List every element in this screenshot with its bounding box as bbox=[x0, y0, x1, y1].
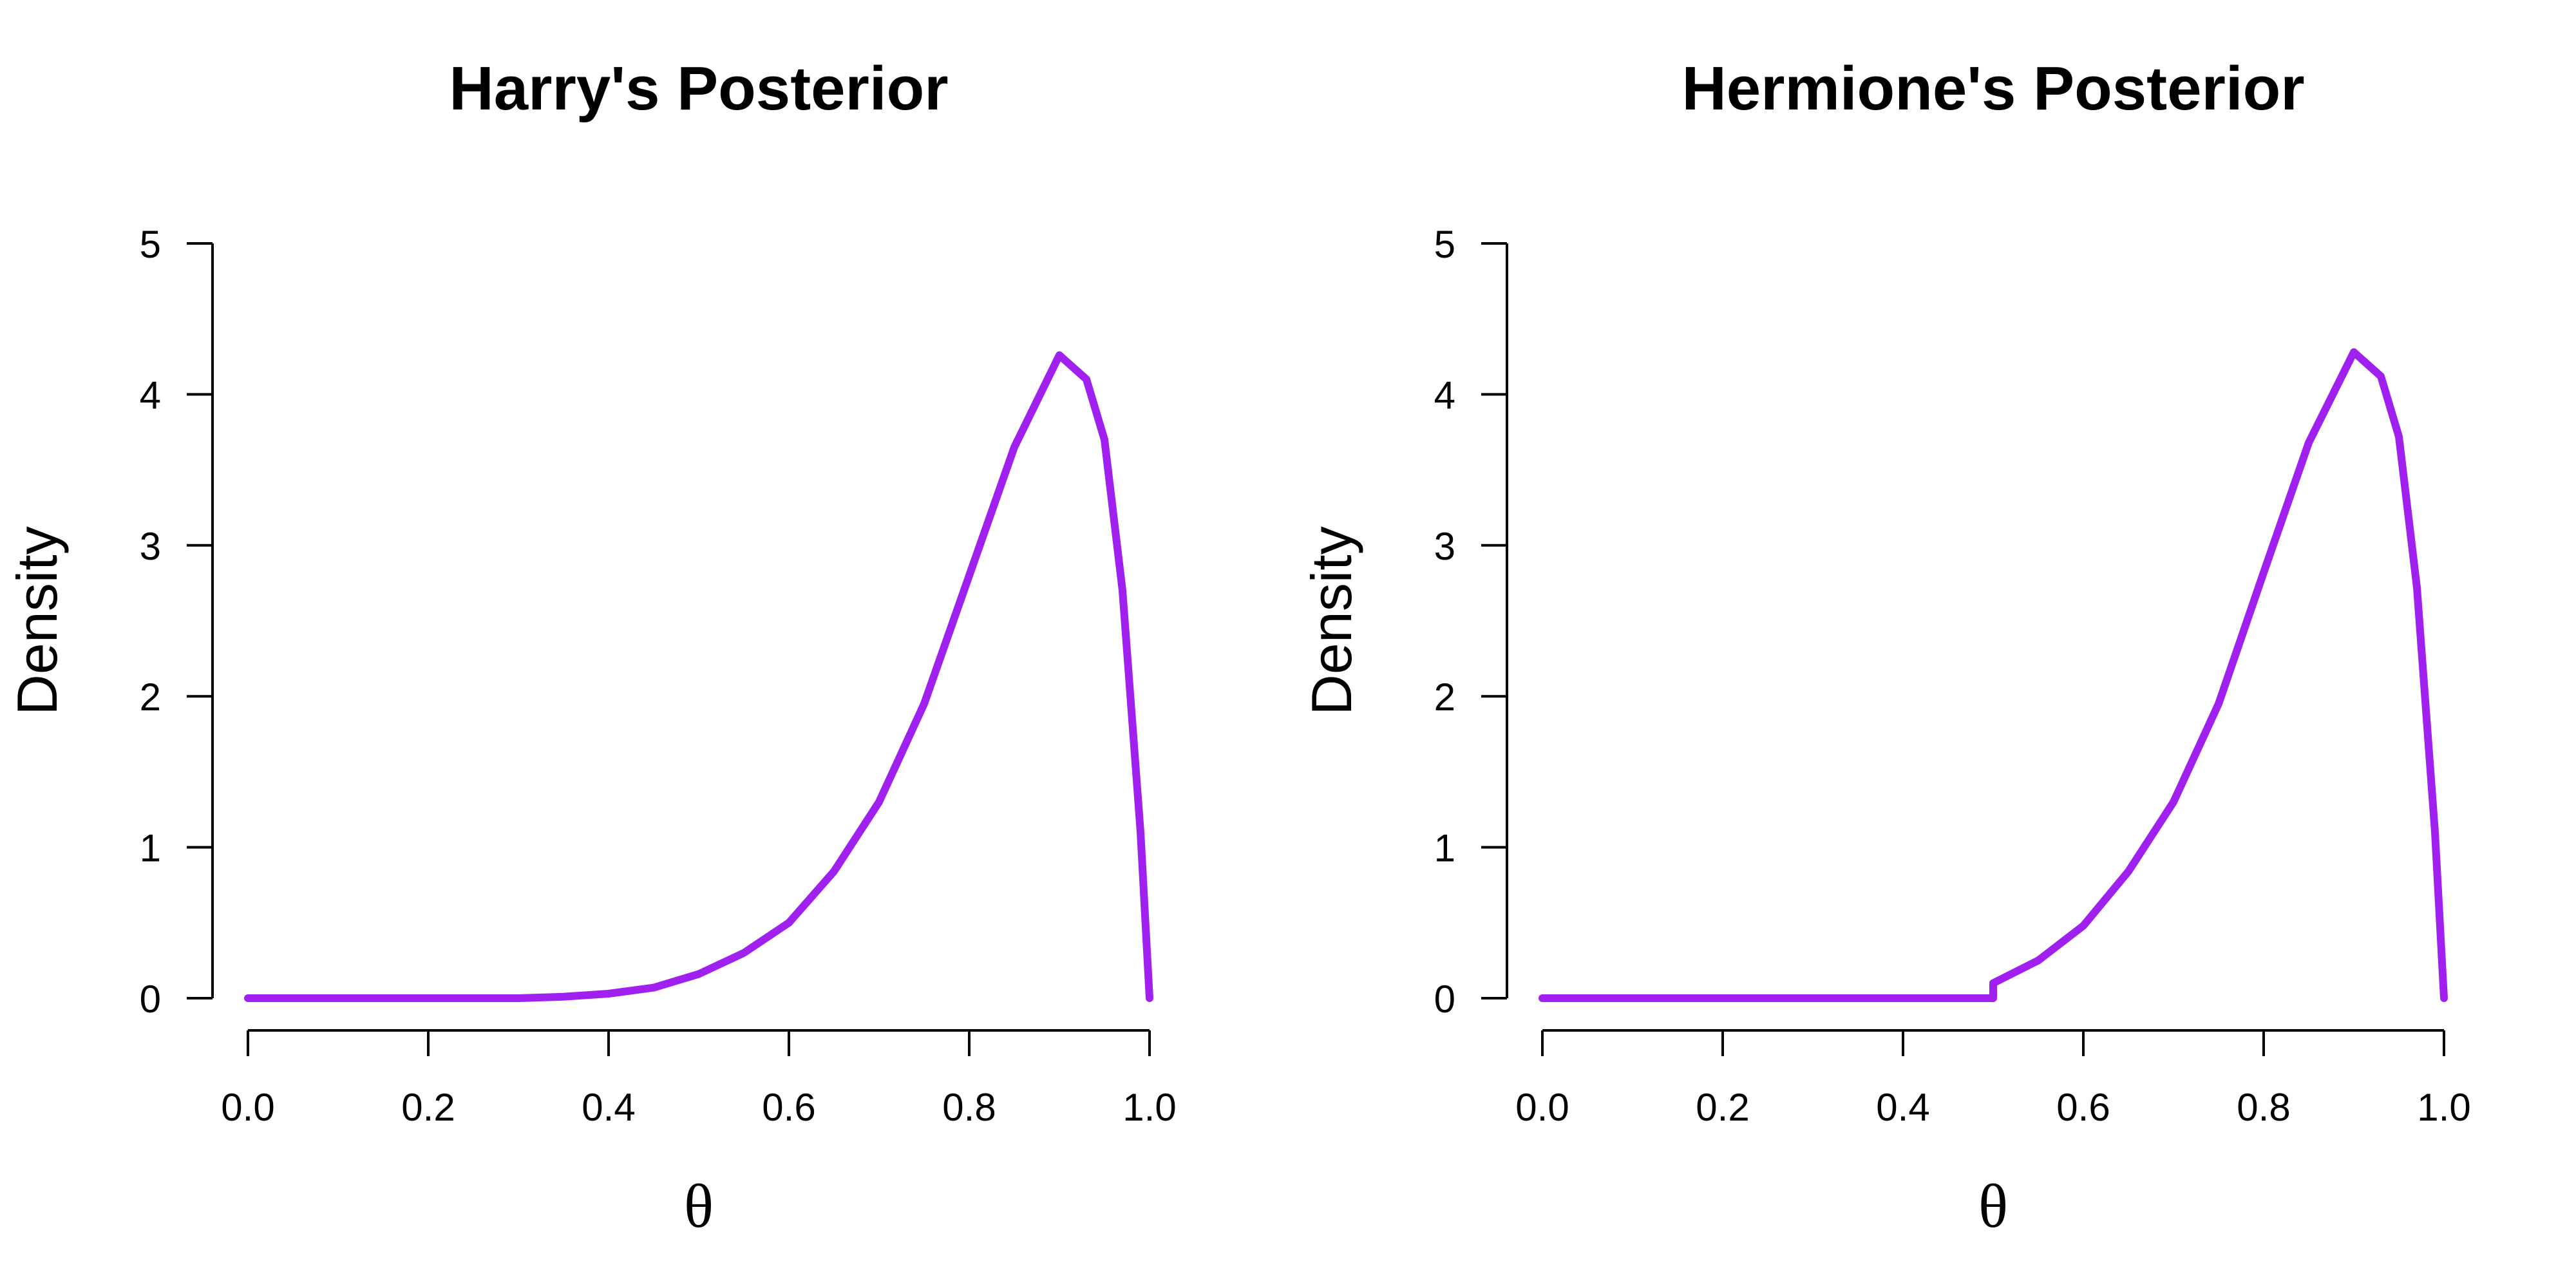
y-axis-title: Density bbox=[1300, 526, 1363, 715]
y-axis-title: Density bbox=[5, 526, 69, 715]
y-tick-label: 0 bbox=[1434, 978, 1455, 1021]
y-tick-label: 4 bbox=[140, 374, 161, 417]
chart-title: Hermione's Posterior bbox=[1681, 54, 2304, 123]
x-tick-label: 0.8 bbox=[2237, 1086, 2290, 1129]
y-tick-label: 5 bbox=[140, 223, 161, 266]
y-tick-label: 1 bbox=[1434, 827, 1455, 870]
x-axis-title: θ bbox=[1978, 1171, 2008, 1240]
y-tick-label: 2 bbox=[140, 676, 161, 719]
x-tick-label: 0.4 bbox=[1876, 1086, 1929, 1129]
x-tick-label: 1.0 bbox=[2417, 1086, 2470, 1129]
y-tick-label: 3 bbox=[140, 525, 161, 568]
x-axis-title: θ bbox=[684, 1171, 714, 1240]
y-tick-label: 0 bbox=[140, 978, 161, 1021]
x-tick-label: 0.6 bbox=[762, 1086, 815, 1129]
x-tick-label: 0.0 bbox=[1515, 1086, 1569, 1129]
y-tick-label: 3 bbox=[1434, 525, 1455, 568]
y-tick-label: 5 bbox=[1434, 223, 1455, 266]
chart-panel-2: Hermione's Posterior 0.0 0.2 0.4 0.6 0.8 1.0 0 1… bbox=[1300, 54, 2471, 1240]
y-tick-label: 1 bbox=[140, 827, 161, 870]
x-tick-label: 1.0 bbox=[1122, 1086, 1176, 1129]
chart-panel-1: Harry's Posterior 0.0 0.2 0.4 0.6 0.8 1.0 0 1 2 3 4… bbox=[5, 54, 1177, 1240]
posterior-density-curve bbox=[244, 351, 1153, 1002]
x-tick-label: 0.4 bbox=[582, 1086, 635, 1129]
chart-title: Harry's Posterior bbox=[449, 54, 948, 123]
x-tick-label: 0.8 bbox=[942, 1086, 996, 1129]
x-tick-label: 0.0 bbox=[221, 1086, 274, 1129]
x-tick-label: 0.2 bbox=[401, 1086, 455, 1129]
posterior-density-curve bbox=[1539, 348, 2448, 1002]
y-tick-label: 2 bbox=[1434, 676, 1455, 719]
x-tick-label: 0.6 bbox=[2056, 1086, 2110, 1129]
x-tick-label: 0.2 bbox=[1696, 1086, 1749, 1129]
y-tick-label: 4 bbox=[1434, 374, 1455, 417]
